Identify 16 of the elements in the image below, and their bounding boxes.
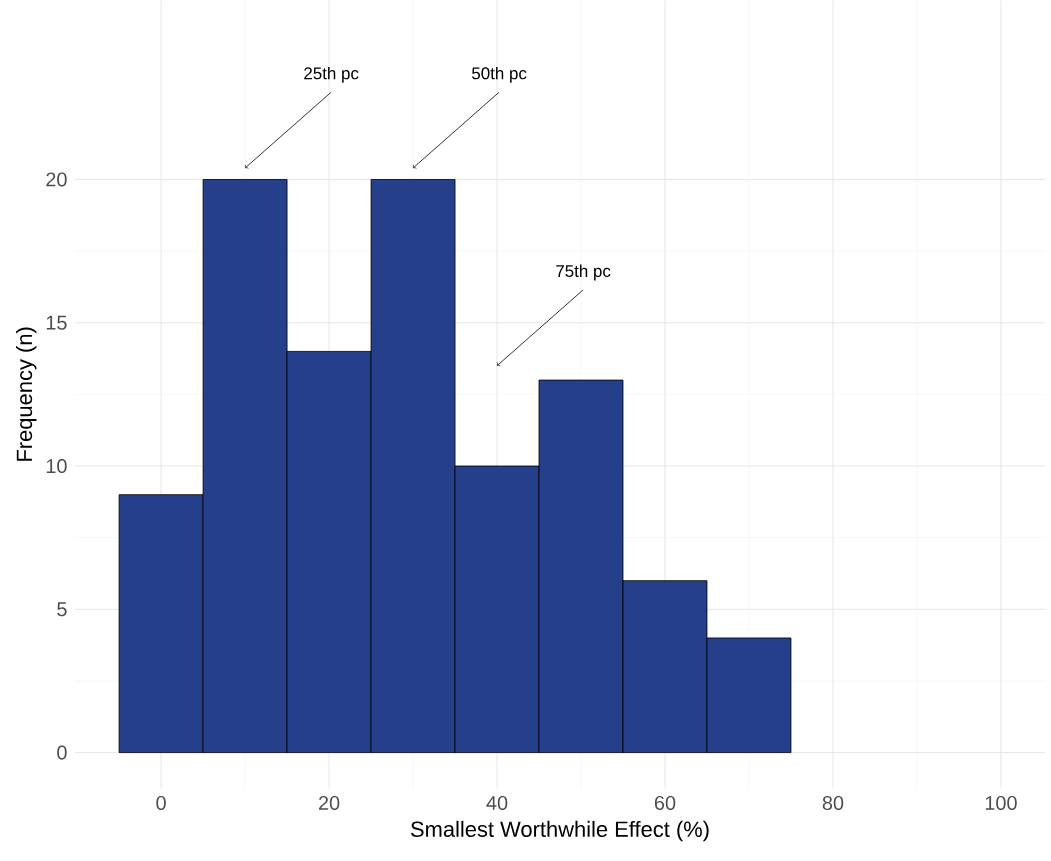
y-tick-label: 0	[57, 745, 67, 760]
annotation: 50th pc	[472, 66, 527, 83]
annotation: 25th pc	[304, 66, 359, 83]
y-tick-label: 10	[46, 458, 67, 473]
y-tick-label: 5	[57, 602, 67, 617]
x-tick-label: 100	[985, 795, 1017, 810]
x-tick-label: 40	[486, 795, 508, 810]
annotation: 75th pc	[556, 264, 611, 281]
x-tick-label: 80	[822, 795, 844, 810]
y-axis-title: Frequency (n)	[16, 327, 37, 461]
y-tick-label: 20	[46, 172, 67, 187]
x-tick-label: 20	[318, 795, 340, 810]
x-axis-title: Smallest Worthwhile Effect (%)	[410, 820, 709, 842]
y-tick-label: 15	[46, 315, 67, 330]
x-tick-label: 60	[654, 795, 676, 810]
x-tick-label: 0	[156, 795, 166, 810]
